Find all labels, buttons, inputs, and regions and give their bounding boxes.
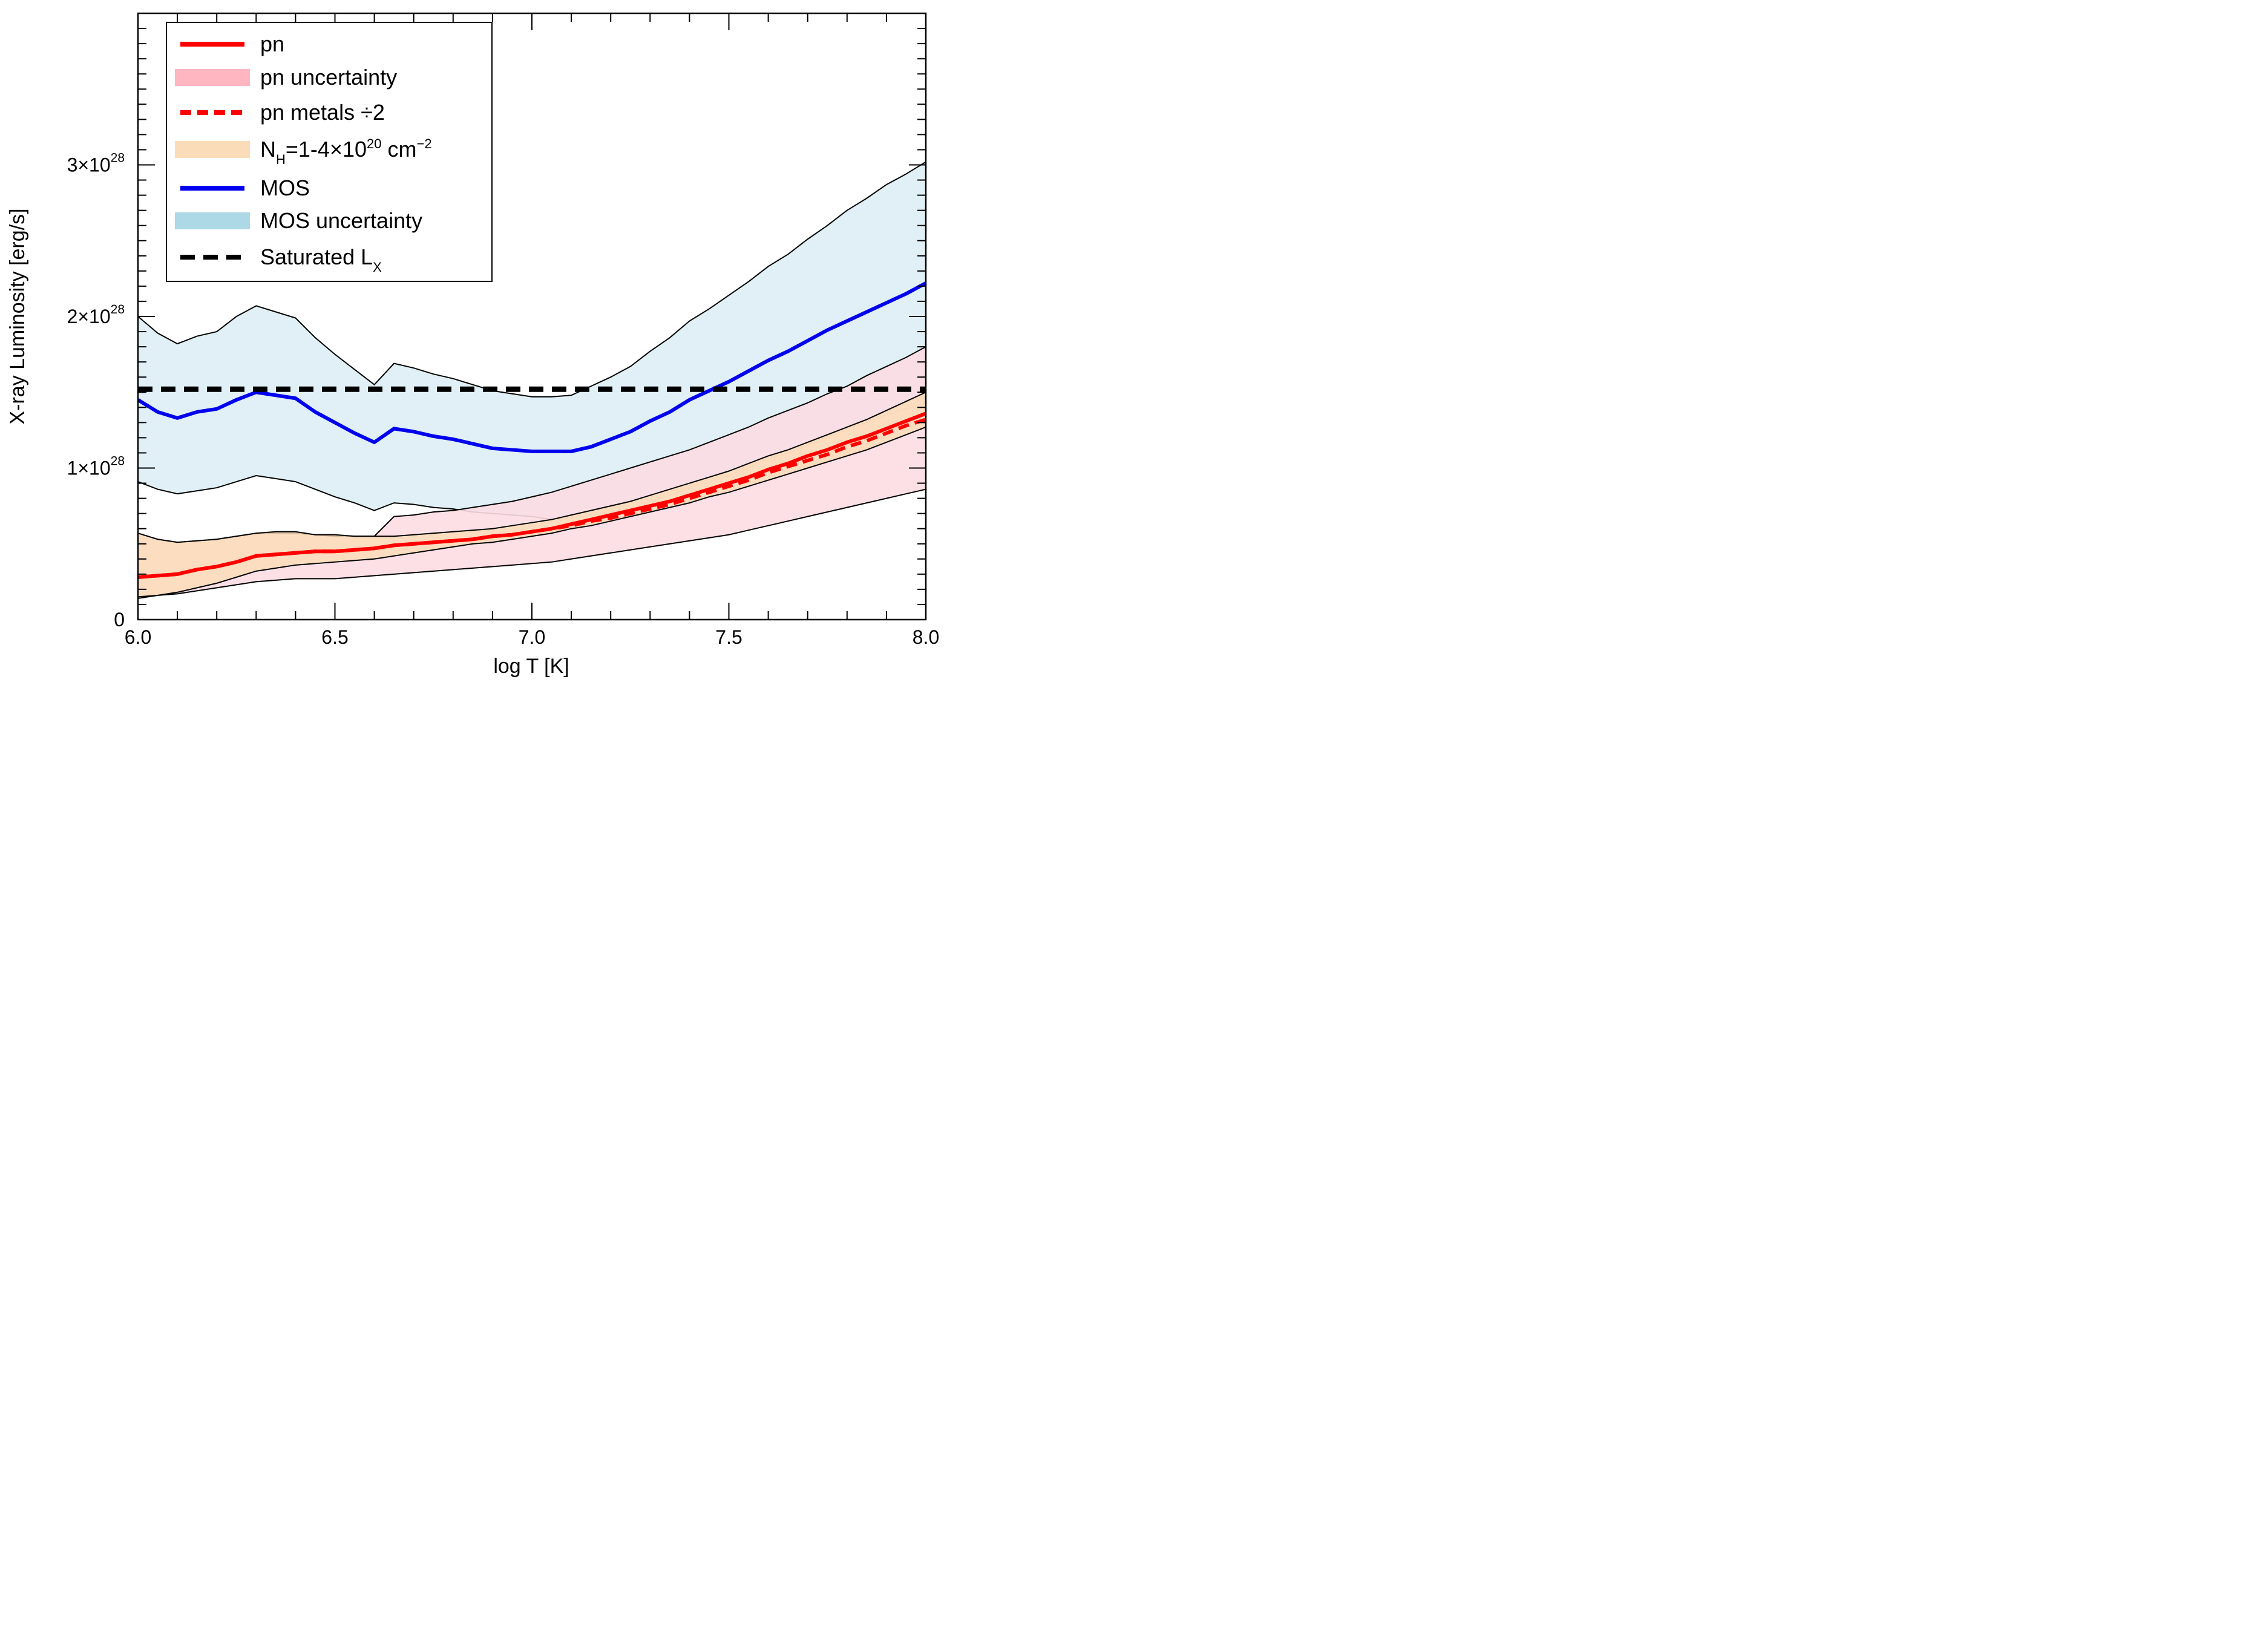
band-lower-edge-2 [137, 426, 926, 598]
axes: 6.0 6.5 7.0 7.5 8.0 0 1×1028 2×1028 3×1028 [67, 12, 939, 648]
y-tick-label: 2×1028 [67, 303, 125, 327]
band-upper-edge-2 [137, 391, 926, 543]
series-lines [137, 281, 927, 579]
legend-label: Saturated LX [260, 244, 382, 275]
y-tick-label: 1×1028 [67, 454, 125, 479]
band-upper-edge-0 [137, 161, 926, 398]
y-axis-label: X-ray Luminosity [erg/s] [6, 208, 29, 424]
series-line-0 [137, 281, 927, 453]
x-tick-label: 6.5 [321, 626, 348, 648]
band-fill-2 [138, 392, 926, 597]
legend-label: pn metals ÷2 [260, 100, 385, 125]
x-tick-label: 8.0 [913, 626, 939, 648]
legend-label: MOS [260, 175, 310, 200]
series-line-2 [137, 418, 926, 579]
legend-label: MOS uncertainty [260, 208, 422, 233]
band-fill-0 [138, 162, 926, 520]
x-axis-label: log T [K] [493, 655, 569, 678]
chart-svg: 6.0 6.5 7.0 7.5 8.0 0 1×1028 2×1028 3×1028 pn pn … [6, 12, 939, 678]
y-tick-label: 3×1028 [67, 151, 125, 176]
legend-swatch-band [175, 69, 250, 86]
x-tick-label: 7.5 [715, 626, 742, 648]
legend-swatch-band [175, 212, 250, 229]
uncertainty-bands [137, 161, 926, 599]
legend-label: NH=1-4×1020 cm−2 [260, 136, 432, 167]
x-tick-label: 7.0 [519, 626, 545, 648]
legend-swatch-band [175, 141, 250, 158]
band-lower-edge-1 [137, 488, 926, 599]
legend-label: pn uncertainty [260, 65, 397, 90]
y-tick-label: 0 [114, 609, 125, 631]
legend-label: pn [260, 31, 284, 56]
legend: pn pn uncertainty pn metals ÷2 NH=1-4×1020 … [166, 22, 493, 282]
x-tick-label: 6.0 [125, 626, 151, 648]
